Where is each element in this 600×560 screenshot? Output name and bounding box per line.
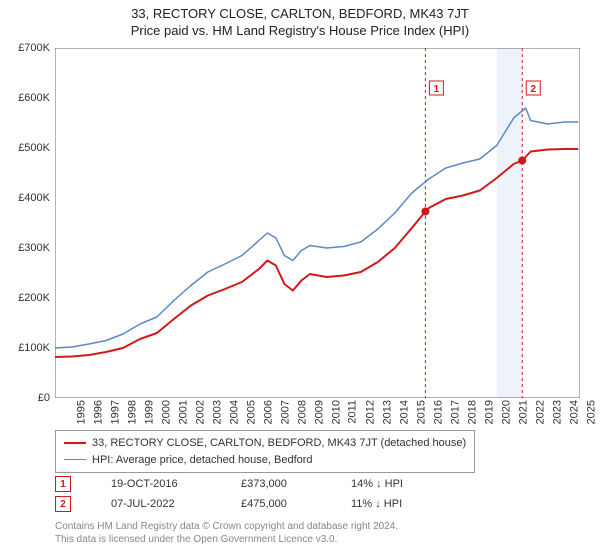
chart-container: 33, RECTORY CLOSE, CARLTON, BEDFORD, MK4… — [0, 0, 600, 560]
x-axis-label: 2008 — [296, 400, 308, 424]
legend-label: HPI: Average price, detached house, Bedf… — [92, 452, 313, 469]
x-axis-label: 1997 — [109, 400, 121, 424]
line-chart: 12 — [55, 48, 580, 398]
legend: 33, RECTORY CLOSE, CARLTON, BEDFORD, MK4… — [55, 430, 475, 473]
y-axis-label: £700K — [18, 42, 50, 54]
transaction-marker: 1 — [55, 476, 71, 492]
x-axis-label: 2014 — [398, 400, 410, 424]
transaction-hpi: 14% ↓ HPI — [351, 478, 431, 490]
x-axis-label: 2007 — [279, 400, 291, 424]
x-axis-label: 2022 — [534, 400, 546, 424]
x-axis-label: 2016 — [432, 400, 444, 424]
transaction-date: 07-JUL-2022 — [111, 498, 201, 510]
title-subtitle: Price paid vs. HM Land Registry's House … — [0, 23, 600, 38]
legend-row: HPI: Average price, detached house, Bedf… — [64, 452, 466, 469]
x-axis-label: 2009 — [313, 400, 325, 424]
x-axis-label: 2015 — [415, 400, 427, 424]
x-axis-label: 2004 — [228, 400, 240, 424]
x-axis-label: 2021 — [517, 400, 529, 424]
legend-swatch — [64, 442, 86, 444]
legend-row: 33, RECTORY CLOSE, CARLTON, BEDFORD, MK4… — [64, 435, 466, 452]
legend-swatch — [64, 459, 86, 460]
x-axis-label: 2003 — [211, 400, 223, 424]
y-axis-label: £0 — [38, 392, 50, 404]
x-axis-label: 1996 — [92, 400, 104, 424]
transaction-table: 1 19-OCT-2016 £373,000 14% ↓ HPI 2 07-JUL-202… — [55, 474, 431, 514]
x-axis-label: 2000 — [160, 400, 172, 424]
y-axis-label: £600K — [18, 92, 50, 104]
transaction-row: 2 07-JUL-2022 £475,000 11% ↓ HPI — [55, 494, 431, 514]
x-axis-label: 2018 — [466, 400, 478, 424]
x-axis-label: 2002 — [194, 400, 206, 424]
y-axis-label: £200K — [18, 292, 50, 304]
title-address: 33, RECTORY CLOSE, CARLTON, BEDFORD, MK4… — [0, 6, 600, 21]
y-axis-label: £400K — [18, 192, 50, 204]
chart-area: 12 £0£100K£200K£300K£400K£500K£600K£700K… — [55, 48, 580, 398]
transaction-date: 19-OCT-2016 — [111, 478, 201, 490]
transaction-marker: 2 — [55, 496, 71, 512]
transaction-price: £475,000 — [241, 498, 311, 510]
x-axis-label: 2024 — [568, 400, 580, 424]
transaction-row: 1 19-OCT-2016 £373,000 14% ↓ HPI — [55, 474, 431, 494]
x-axis-label: 2019 — [483, 400, 495, 424]
x-axis-label: 2010 — [330, 400, 342, 424]
x-axis-label: 2020 — [500, 400, 512, 424]
footer-line-1: Contains HM Land Registry data © Crown c… — [55, 520, 398, 533]
y-axis-label: £100K — [18, 342, 50, 354]
legend-label: 33, RECTORY CLOSE, CARLTON, BEDFORD, MK4… — [92, 435, 466, 452]
x-axis-label: 2006 — [262, 400, 274, 424]
y-axis-label: £300K — [18, 242, 50, 254]
footer-line-2: This data is licensed under the Open Gov… — [55, 533, 398, 546]
title-block: 33, RECTORY CLOSE, CARLTON, BEDFORD, MK4… — [0, 0, 600, 38]
x-axis-label: 2017 — [449, 400, 461, 424]
x-axis-label: 2012 — [364, 400, 376, 424]
transaction-price: £373,000 — [241, 478, 311, 490]
x-axis-label: 1995 — [75, 400, 87, 424]
x-axis-label: 1998 — [126, 400, 138, 424]
footer-attribution: Contains HM Land Registry data © Crown c… — [55, 520, 398, 546]
x-axis-label: 2011 — [347, 400, 359, 424]
x-axis-label: 2025 — [585, 400, 597, 424]
svg-text:2: 2 — [530, 84, 536, 95]
x-axis-label: 2023 — [551, 400, 563, 424]
x-axis-label: 2013 — [381, 400, 393, 424]
svg-text:1: 1 — [434, 84, 440, 95]
x-axis-label: 2005 — [245, 400, 257, 424]
transaction-hpi: 11% ↓ HPI — [351, 498, 431, 510]
x-axis-label: 1999 — [143, 400, 155, 424]
x-axis-label: 2001 — [177, 400, 189, 424]
y-axis-label: £500K — [18, 142, 50, 154]
